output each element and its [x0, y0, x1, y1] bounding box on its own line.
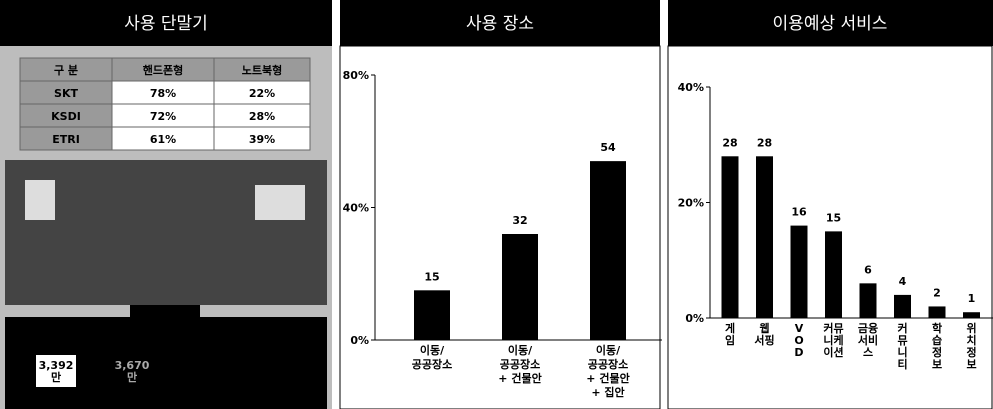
bar — [756, 156, 773, 318]
value-label: 6 — [864, 263, 872, 276]
table-cell-text: 39% — [249, 133, 275, 146]
x-tick-label: 이동/공공장소 + 건물안 — [498, 343, 541, 385]
table-cell-text: 78% — [150, 87, 176, 100]
y-tick-label: 40% — [678, 81, 704, 94]
table-cell — [213, 126, 311, 151]
header-bar — [668, 0, 993, 46]
header-bar — [340, 0, 660, 46]
panel-border — [667, 45, 993, 409]
table-cell-text: 72% — [150, 110, 176, 123]
bar — [825, 231, 842, 318]
value-label: 32 — [512, 214, 527, 227]
bar — [894, 294, 911, 318]
panel-title: 사용 단말기 — [124, 14, 208, 34]
y-tick-label: 0% — [350, 334, 369, 347]
table-header: 구 분 — [54, 64, 78, 77]
y-tick-label: 80% — [343, 69, 369, 82]
value-label: 28 — [722, 136, 737, 149]
table-cell-text: 61% — [150, 133, 176, 146]
value-label: 15 — [424, 270, 439, 283]
y-tick-label: 20% — [678, 197, 704, 210]
value-label: 54 — [600, 141, 616, 154]
panel-border — [339, 45, 661, 409]
x-tick-label: 이동/공공장소 + 건물안 + 집안 — [586, 343, 629, 399]
value-label: 2 — [933, 286, 941, 299]
table-cell-text: 22% — [249, 87, 275, 100]
bar — [859, 283, 877, 318]
value-label: 15 — [826, 211, 841, 224]
device-icon — [255, 185, 305, 220]
bar — [963, 312, 980, 318]
value-label: 16 — [791, 206, 807, 219]
photo-area — [130, 305, 200, 317]
device-icon — [25, 180, 55, 220]
value-label: 28 — [757, 136, 772, 149]
photo-area — [5, 160, 327, 305]
table-header: 핸드폰형 — [143, 63, 183, 77]
value-label: 1 — [968, 292, 976, 305]
figure-box — [36, 355, 76, 387]
bar — [414, 290, 450, 340]
bar — [721, 156, 739, 318]
bar — [502, 234, 538, 340]
table-header: 노트북형 — [242, 63, 282, 77]
table-cell-text: SKT — [54, 87, 78, 100]
table-cell-text: KSDI — [51, 110, 81, 123]
bar — [928, 306, 946, 318]
panel-title: 이용예상 서비스 — [773, 14, 888, 34]
x-tick-label: 이동/공공장소 — [412, 343, 452, 371]
x-tick-label: 커뮤 니케 이션 — [823, 321, 843, 359]
y-tick-label: 0% — [685, 312, 704, 325]
table-cell-text: 28% — [249, 110, 275, 123]
value-label: 4 — [899, 275, 907, 288]
figure-label: 3,670 만 — [115, 359, 150, 384]
x-tick-label: 웹 서핑 — [754, 321, 774, 347]
table-cell-text: ETRI — [52, 133, 80, 146]
x-tick-label: 금융 서비 스 — [858, 322, 878, 359]
header-bar — [0, 0, 332, 46]
panel-title: 사용 장소 — [466, 14, 534, 34]
bar — [790, 225, 808, 318]
y-tick-label: 40% — [343, 202, 369, 215]
bar — [590, 161, 626, 340]
figure-label: 3,392 만 — [39, 359, 74, 384]
